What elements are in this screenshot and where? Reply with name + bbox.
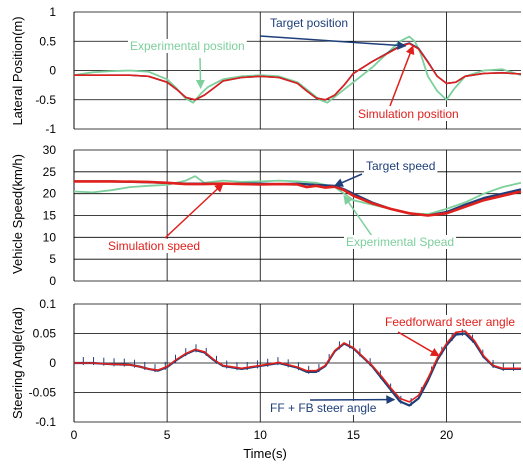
series-line <box>74 330 521 403</box>
annotation-label: Target position <box>270 16 348 30</box>
y-tick-label: 0 <box>49 356 56 370</box>
series-line <box>73 35 522 104</box>
annotation-arrow <box>333 173 363 187</box>
x-tick-label: 20 <box>440 428 454 442</box>
series-line <box>73 175 522 216</box>
annotation-arrow <box>389 45 415 107</box>
x-tick-label: 0 <box>71 428 78 442</box>
y-tick-label: 0.1 <box>39 297 56 311</box>
y-tick-label: 1 <box>49 5 56 19</box>
annotation-arrow <box>343 195 373 237</box>
annotation-label: Experimental Spead <box>346 235 454 249</box>
annotation-bg <box>344 235 457 249</box>
annotation-arrow <box>259 35 407 50</box>
annotation-label: Experimental position <box>130 39 245 53</box>
x-tick-label: 5 <box>164 428 171 442</box>
y-axis-label: Steering Angle(rad) <box>10 307 25 419</box>
plot-area: 1 0.5 0 -0.5 -1 Target position Experimental p… <box>35 5 522 136</box>
annotation-bg <box>268 16 351 30</box>
annotation-arrow <box>397 331 440 357</box>
series-line <box>74 180 522 217</box>
y-tick-label: -0.5 <box>35 93 56 107</box>
plot-area: 0.1 0.05 0 -0.05 -0.1 0 5 10 15 20 Feedforward ste… <box>29 297 521 442</box>
x-axis-label: Time(s) <box>243 446 287 461</box>
y-axis-label: Lateral Position(m) <box>10 16 25 125</box>
y-tick-label: 5 <box>49 252 56 266</box>
panel-lateral-position: 1 0.5 0 -0.5 -1 Target position Experimental p… <box>10 5 522 136</box>
annotation-label: Target speed <box>366 159 435 173</box>
x-tick-label: 15 <box>347 428 361 442</box>
series-line <box>74 42 522 101</box>
y-tick-label: 0 <box>49 274 56 288</box>
y-tick-label: 15 <box>43 209 57 223</box>
y-tick-label: 0.5 <box>39 34 56 48</box>
annotation-bg <box>356 107 461 121</box>
annotation-label: Simulation speed <box>108 239 200 253</box>
x-tick-label: 10 <box>254 428 268 442</box>
y-tick-label: 20 <box>43 187 57 201</box>
y-tick-label: -1 <box>45 122 56 136</box>
y-tick-label: 30 <box>43 143 57 157</box>
annotation-arrow <box>164 183 224 239</box>
series-line <box>74 332 521 407</box>
y-tick-label: 0 <box>49 64 56 78</box>
y-tick-label: 10 <box>43 230 57 244</box>
y-tick-label: 25 <box>43 165 57 179</box>
annotation-arrow <box>195 57 205 89</box>
annotation-bg <box>268 401 379 415</box>
y-axis-label: Vehicle Speed(km/h) <box>10 154 25 274</box>
panel-steering-angle: 0.1 0.05 0 -0.05 -0.1 0 5 10 15 20 Feedforward ste… <box>10 297 521 442</box>
annotation-label: FF + FB steer angle <box>270 401 377 415</box>
panel-vehicle-speed: 30 25 20 15 10 5 0 Target speed Simulation speed… <box>10 143 522 288</box>
annotation-bg <box>364 159 438 173</box>
plot-area: 30 25 20 15 10 5 0 Target speed Simulation speed… <box>43 143 522 288</box>
annotation-label: Simulation position <box>358 107 459 121</box>
y-tick-label: -0.05 <box>29 386 57 400</box>
annotation-bg <box>128 39 247 53</box>
annotation-bg <box>106 239 203 253</box>
annotation-label: Feedforward steer angle <box>385 315 515 329</box>
y-tick-label: 0.05 <box>33 327 57 341</box>
annotation-bg <box>383 315 518 329</box>
y-tick-label: -0.1 <box>35 415 56 429</box>
